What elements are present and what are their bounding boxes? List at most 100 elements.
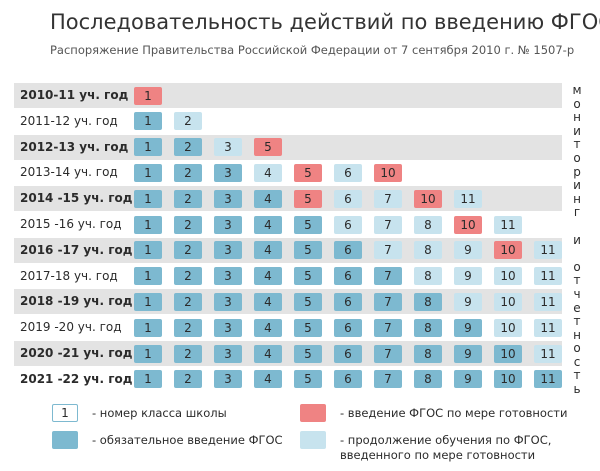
grade-cell: 4 xyxy=(254,370,282,389)
grade-cell: 11 xyxy=(534,292,562,311)
legend-text: - продолжение обучения по ФГОС, xyxy=(340,433,552,447)
grade-cell: 6 xyxy=(334,163,362,182)
legend-swatch: 1 xyxy=(52,404,78,422)
grade-cell: 2 xyxy=(174,189,202,208)
grade-cell: 1 xyxy=(134,112,162,131)
grade-cell: 8 xyxy=(414,292,442,311)
grade-cell: 6 xyxy=(334,241,362,260)
grade-cell: 9 xyxy=(454,344,482,363)
grade-cell: 4 xyxy=(254,163,282,182)
grade-cell: 10 xyxy=(494,318,522,337)
grade-cell: 7 xyxy=(374,267,402,286)
grade-cell: 5 xyxy=(294,215,322,234)
grade-cell: 11 xyxy=(534,267,562,286)
row-label: 2016 -17 уч. год xyxy=(20,242,133,257)
row-label: 2020 -21 уч. год xyxy=(20,346,133,360)
grade-cell: 6 xyxy=(334,318,362,337)
row-label: 2018 -19 уч. год xyxy=(20,294,133,309)
grade-cell: 3 xyxy=(214,292,242,311)
grade-cell: 1 xyxy=(134,189,162,208)
grade-cell: 7 xyxy=(374,370,402,389)
grade-cell: 10 xyxy=(494,292,522,311)
grade-cell: 5 xyxy=(294,370,322,389)
grade-cell: 2 xyxy=(174,215,202,234)
grade-cell: 3 xyxy=(214,215,242,234)
grade-cell: 7 xyxy=(374,241,402,260)
grade-cell: 2 xyxy=(174,138,202,157)
grade-cell: 2 xyxy=(174,318,202,337)
grade-cell: 7 xyxy=(374,292,402,311)
grade-cell: 6 xyxy=(334,292,362,311)
grade-cell: 9 xyxy=(454,267,482,286)
grade-cell: 4 xyxy=(254,292,282,311)
row-label: 2019 -20 уч. год xyxy=(20,320,122,335)
row-label: 2015 -16 уч. год xyxy=(20,217,122,231)
grade-cell: 8 xyxy=(414,267,442,286)
grade-cell: 1 xyxy=(134,344,162,363)
row-label: 2021 -22 уч. год xyxy=(20,371,133,386)
grade-cell: 7 xyxy=(374,318,402,337)
grade-cell: 3 xyxy=(214,241,242,260)
grade-cell: 1 xyxy=(134,318,162,337)
row-label: 2012-13 уч. год xyxy=(20,139,129,154)
grade-cell: 10 xyxy=(494,370,522,389)
grade-cell: 10 xyxy=(414,189,442,208)
grade-cell: 3 xyxy=(214,370,242,389)
grade-cell: 8 xyxy=(414,370,442,389)
grade-cell: 3 xyxy=(214,267,242,286)
grade-cell: 6 xyxy=(334,370,362,389)
legend-swatch xyxy=(52,431,78,449)
grade-cell: 11 xyxy=(454,189,482,208)
grade-cell: 4 xyxy=(254,241,282,260)
grade-cell: 11 xyxy=(534,370,562,389)
grade-cell: 9 xyxy=(454,318,482,337)
row-label: 2011-12 уч. год xyxy=(20,113,118,128)
grade-cell: 9 xyxy=(454,292,482,311)
legend-text: введенного по мере готовности xyxy=(340,448,536,462)
legend-swatch xyxy=(300,431,326,449)
legend-text: - введение ФГОС по мере готовности xyxy=(340,406,568,420)
grade-cell: 10 xyxy=(454,215,482,234)
grade-cell: 11 xyxy=(534,241,562,260)
grade-cell: 5 xyxy=(294,189,322,208)
grade-cell: 8 xyxy=(414,344,442,363)
grade-cell: 4 xyxy=(254,215,282,234)
grade-cell: 2 xyxy=(174,112,202,131)
grade-cell: 8 xyxy=(414,215,442,234)
title: Последовательность действий по введению … xyxy=(50,10,600,34)
row-label: 2013-14 уч. год xyxy=(20,165,118,180)
row-band xyxy=(14,83,562,108)
grade-cell: 5 xyxy=(294,344,322,363)
grade-cell: 2 xyxy=(174,370,202,389)
grade-cell: 1 xyxy=(134,86,162,105)
grade-cell: 1 xyxy=(134,138,162,157)
grade-cell: 3 xyxy=(214,344,242,363)
legend-text: - номер класса школы xyxy=(92,406,227,420)
row-band xyxy=(14,134,562,160)
legend-swatch xyxy=(300,404,326,422)
grade-cell: 7 xyxy=(374,215,402,234)
grade-cell: 9 xyxy=(454,370,482,389)
row-label: 2010-11 уч. год xyxy=(20,88,129,102)
grade-cell: 2 xyxy=(174,267,202,286)
grade-cell: 1 xyxy=(134,215,162,234)
grade-cell: 10 xyxy=(494,267,522,286)
grade-cell: 11 xyxy=(534,344,562,363)
row-label: 2017-18 уч. год xyxy=(20,268,118,283)
grade-cell: 11 xyxy=(494,215,522,234)
grade-cell: 7 xyxy=(374,189,402,208)
grade-cell: 5 xyxy=(294,318,322,337)
grade-cell: 1 xyxy=(134,370,162,389)
grade-cell: 2 xyxy=(174,241,202,260)
grade-cell: 8 xyxy=(414,241,442,260)
grade-cell: 2 xyxy=(174,163,202,182)
grade-cell: 1 xyxy=(134,267,162,286)
grade-cell: 2 xyxy=(174,344,202,363)
grade-cell: 10 xyxy=(494,344,522,363)
grade-cell: 10 xyxy=(494,241,522,260)
grade-cell: 4 xyxy=(254,189,282,208)
grade-cell: 3 xyxy=(214,163,242,182)
grade-cell: 6 xyxy=(334,267,362,286)
